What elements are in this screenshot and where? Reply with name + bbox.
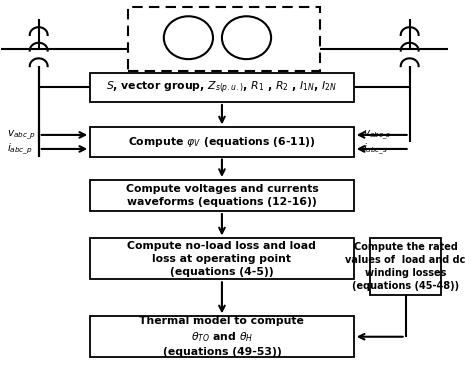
FancyBboxPatch shape — [128, 7, 320, 71]
Text: $i_{abc\_p}$: $i_{abc\_p}$ — [8, 141, 33, 156]
FancyBboxPatch shape — [90, 180, 354, 211]
FancyBboxPatch shape — [370, 239, 441, 295]
FancyBboxPatch shape — [90, 73, 354, 102]
Text: $v_{abc\_s}$: $v_{abc\_s}$ — [363, 128, 391, 142]
Circle shape — [164, 16, 213, 59]
Text: Compute no-load loss and load
loss at operating point
(equations (4-5)): Compute no-load loss and load loss at op… — [128, 240, 316, 277]
Text: $S$, vector group, $Z_{s(p.u.)}$, $R_1$ , $R_2$ , $I_{1N}$, $I_{2N}$: $S$, vector group, $Z_{s(p.u.)}$, $R_1$ … — [107, 79, 337, 95]
Text: Compute the rated
values of  load and dc
winding losses
(equations (45-48)): Compute the rated values of load and dc … — [346, 242, 466, 291]
Text: Thermal model to compute
$\theta_{TO}$ and $\theta_H$
(equations (49-53)): Thermal model to compute $\theta_{TO}$ a… — [139, 316, 304, 357]
Circle shape — [222, 16, 271, 59]
FancyBboxPatch shape — [90, 316, 354, 357]
Text: Compute $\varphi_V$ (equations (6-11)): Compute $\varphi_V$ (equations (6-11)) — [128, 135, 316, 149]
Text: Compute voltages and currents
waveforms (equations (12-16)): Compute voltages and currents waveforms … — [126, 184, 319, 207]
FancyBboxPatch shape — [90, 127, 354, 156]
Text: $i_{abc\_s}$: $i_{abc\_s}$ — [363, 141, 388, 156]
FancyBboxPatch shape — [90, 239, 354, 279]
Text: $v_{abc\_p}$: $v_{abc\_p}$ — [8, 128, 36, 142]
